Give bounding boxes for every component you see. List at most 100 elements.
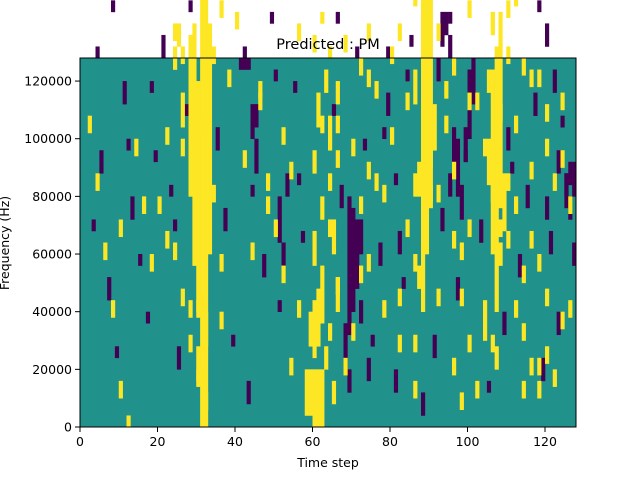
- heatmap-cell-high: [335, 277, 340, 312]
- heatmap-cell-high: [397, 334, 402, 353]
- heatmap-cell-low: [122, 81, 127, 105]
- heatmap-cell-high: [560, 92, 565, 111]
- heatmap-cell-low: [285, 173, 290, 197]
- heatmap-cell-high: [343, 357, 348, 376]
- heatmap-cell-low: [502, 311, 507, 336]
- heatmap-cell-high: [242, 150, 247, 168]
- heatmap-cell-high: [467, 92, 472, 111]
- y-tick-label: 60000: [32, 247, 72, 262]
- heatmap-cell-low: [362, 138, 368, 151]
- x-tick-label: 20: [150, 434, 166, 449]
- x-tick-label: 100: [456, 434, 480, 449]
- heatmap-cell-high: [432, 104, 437, 151]
- y-tick-label: 100000: [24, 131, 72, 146]
- heatmap-cell-high: [486, 138, 492, 186]
- heatmap-cell-low: [246, 380, 251, 405]
- heatmap-cell-low: [382, 127, 387, 140]
- heatmap-cell-low: [347, 196, 352, 336]
- heatmap-cell-high: [173, 23, 178, 42]
- heatmap-cell-high: [312, 230, 317, 266]
- heatmap-cell-high: [180, 92, 185, 128]
- heatmap-cell-high: [235, 11, 240, 30]
- heatmap-cell-high: [498, 11, 503, 209]
- heatmap-cell-high: [281, 127, 286, 145]
- heatmap-cell-high: [297, 23, 302, 42]
- heatmap-cell-high: [483, 323, 488, 341]
- heatmap-cell-high: [514, 196, 519, 214]
- heatmap-cell-high: [537, 380, 542, 399]
- heatmap-cell-low: [359, 300, 364, 324]
- heatmap-cell-high: [328, 173, 333, 191]
- heatmap-cell-low: [440, 207, 445, 232]
- heatmap-cell-high: [200, 0, 205, 428]
- heatmap-cell-high: [227, 69, 232, 88]
- heatmap-cell-low: [277, 196, 282, 243]
- heatmap-cell-low: [463, 127, 468, 163]
- heatmap-cell-high: [320, 11, 325, 24]
- heatmap-cell-high: [157, 196, 162, 214]
- heatmap-cell-high: [498, 242, 503, 266]
- heatmap-cell-high: [204, 311, 209, 347]
- heatmap-cell-high: [467, 0, 472, 18]
- heatmap-cell-high: [382, 300, 387, 318]
- heatmap-cell-high: [444, 115, 449, 134]
- heatmap-cell-high: [142, 196, 147, 214]
- heatmap-cell-high: [506, 230, 511, 249]
- heatmap-cell-high: [529, 230, 534, 249]
- heatmap-cell-low: [130, 196, 135, 220]
- heatmap-cell-high: [452, 357, 457, 376]
- heatmap-cell-high: [289, 161, 294, 180]
- heatmap-cell-high: [196, 81, 201, 312]
- heatmap-cell-high: [417, 265, 422, 289]
- y-tick-label: 20000: [32, 362, 72, 377]
- heatmap-cell-low: [444, 11, 449, 36]
- heatmap-cell-high: [351, 323, 356, 341]
- heatmap-cell-high: [568, 300, 573, 318]
- heatmap-cell-high: [421, 0, 426, 312]
- y-tick-label: 40000: [32, 304, 72, 319]
- heatmap-cell-high: [459, 242, 464, 261]
- heatmap-cell-high: [312, 34, 317, 53]
- heatmap-cell-high: [459, 288, 464, 307]
- heatmap-cell-low: [467, 104, 472, 140]
- y-tick-label: 0: [64, 420, 72, 435]
- heatmap-cell-high: [424, 0, 430, 255]
- heatmap-cell-high: [250, 242, 255, 261]
- heatmap-cell-high: [289, 357, 294, 376]
- y-axis: 0 20000 40000 60000 80000 100000 120000: [24, 74, 80, 435]
- heatmap-cell-low: [246, 58, 251, 70]
- heatmap-cell-high: [359, 58, 364, 76]
- heatmap-cell-low: [238, 58, 244, 70]
- heatmap-cell-low: [525, 184, 530, 209]
- heatmap-cell-low: [556, 311, 561, 336]
- heatmap-cell-high: [219, 0, 224, 18]
- y-axis-label: Frequency (Hz): [0, 196, 12, 290]
- heatmap-cell-high: [498, 219, 503, 238]
- x-tick-label: 120: [533, 434, 557, 449]
- heatmap-cell-low: [111, 0, 116, 13]
- heatmap-cell-high: [335, 150, 340, 168]
- heatmap-cell-low: [153, 150, 158, 163]
- heatmap-cell-low: [347, 369, 352, 393]
- heatmap-cell-low: [486, 380, 492, 393]
- heatmap-cell-high: [552, 173, 557, 191]
- heatmap-cell-high: [188, 300, 193, 318]
- heatmap-cell-high: [405, 92, 410, 111]
- heatmap-cell-low: [533, 92, 538, 116]
- heatmap-cells: [80, 0, 577, 428]
- heatmap-cell-high: [521, 380, 526, 399]
- heatmap-cell-low: [254, 138, 259, 174]
- heatmap-cell-high: [351, 138, 356, 157]
- heatmap-cell-low: [215, 127, 220, 151]
- heatmap-cell-low: [393, 369, 399, 393]
- heatmap-cell-low: [173, 219, 178, 232]
- heatmap-cell-high: [436, 288, 441, 307]
- heatmap-cell-low: [455, 138, 461, 197]
- heatmap-cell-low: [467, 69, 472, 93]
- heatmap-cell-high: [417, 161, 422, 197]
- heatmap-cell-low: [149, 81, 154, 93]
- heatmap-cell-low: [107, 277, 112, 301]
- heatmap-cell-high: [281, 265, 286, 284]
- heatmap-cell-high: [413, 254, 418, 272]
